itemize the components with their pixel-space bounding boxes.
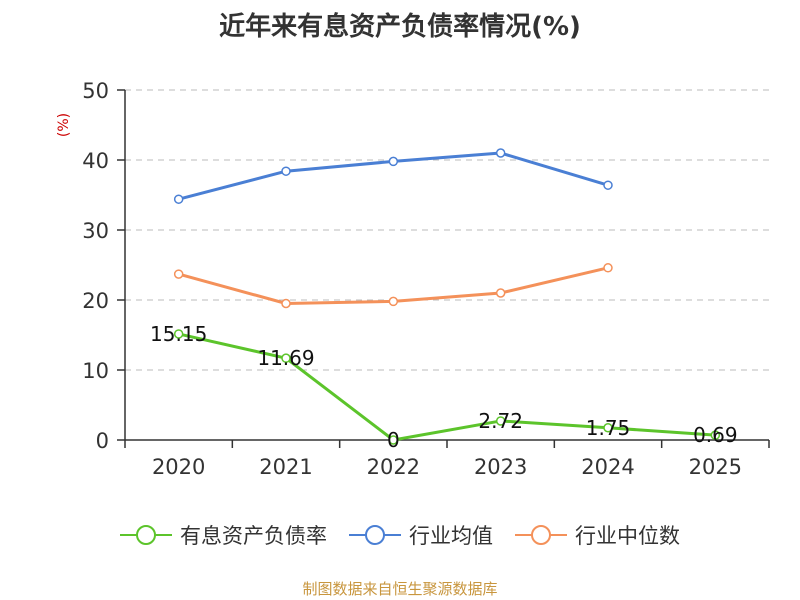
data-point — [495, 416, 506, 426]
data-point — [603, 180, 613, 190]
y-tick-label: 50 — [82, 79, 109, 103]
x-tick-label: 2023 — [474, 455, 527, 479]
data-point — [603, 263, 613, 273]
legend-label: 有息资产负债率 — [180, 524, 327, 548]
y-tick-label: 10 — [82, 359, 109, 383]
data-point — [495, 148, 506, 158]
data-point — [603, 423, 613, 433]
data-label: 11.69 — [257, 346, 314, 370]
legend-item-industry-mean[interactable]: 行业均值 — [349, 520, 493, 550]
x-tick-label: 2025 — [689, 455, 742, 479]
legend-label: 行业均值 — [409, 524, 493, 548]
series-line — [178, 332, 716, 442]
legend-line-marker-icon — [515, 525, 567, 545]
chart-legend: 有息资产负债率 行业均值 行业中位数 — [0, 520, 800, 550]
y-tick-label: 20 — [82, 289, 109, 313]
data-label: 0.69 — [693, 423, 738, 447]
legend-label: 行业中位数 — [575, 524, 680, 548]
data-point — [173, 194, 184, 204]
legend-item-industry-median[interactable]: 行业中位数 — [515, 520, 680, 550]
data-point — [710, 430, 721, 440]
data-label: 2.72 — [478, 409, 523, 433]
data-label: 1.75 — [586, 416, 631, 440]
data-label: 15.15 — [150, 322, 207, 346]
source-note: 制图数据来自恒生聚源数据库 — [302, 580, 498, 598]
x-tick-label: 2022 — [367, 455, 420, 479]
data-point — [388, 435, 399, 445]
x-tick-label: 2020 — [152, 455, 205, 479]
y-tick-label: 0 — [96, 429, 109, 453]
data-point — [281, 353, 291, 363]
data-point — [388, 156, 399, 167]
legend-line-marker-icon — [349, 525, 401, 545]
data-point — [495, 288, 506, 298]
y-tick-label: 40 — [82, 149, 109, 173]
y-axis-label: (%) — [56, 113, 72, 137]
x-tick-label: 2024 — [581, 455, 634, 479]
x-tick-label: 2021 — [259, 455, 312, 479]
legend-item-debt-ratio[interactable]: 有息资产负债率 — [120, 520, 327, 550]
data-point — [388, 296, 399, 307]
data-point — [173, 269, 184, 279]
y-tick-label: 30 — [82, 219, 109, 243]
data-label: 0 — [387, 428, 400, 452]
legend-line-marker-icon — [120, 525, 172, 545]
data-point — [281, 298, 291, 309]
data-point — [173, 329, 184, 339]
data-point — [281, 166, 291, 176]
chart-title: 近年来有息资产负债率情况(%) — [219, 12, 581, 42]
